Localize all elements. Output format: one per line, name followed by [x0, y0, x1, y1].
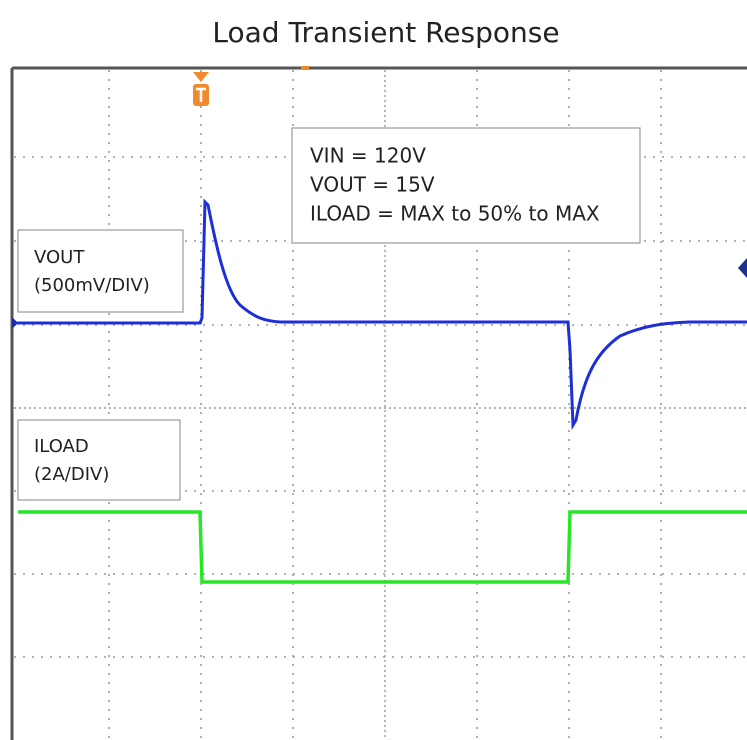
- screen: VIN = 120V VOUT = 15V ILOAD = MAX to 50%…: [10, 66, 747, 740]
- annotation-box: [291, 127, 641, 244]
- annotation-line: VOUT = 15V: [310, 173, 435, 197]
- title: Load Transient Response: [212, 16, 559, 49]
- channel-label-box: [17, 229, 184, 313]
- iload-waveform: [18, 510, 747, 584]
- annotation-line: VIN = 120V: [310, 144, 426, 168]
- channel-label: (2A/DIV): [34, 464, 109, 485]
- channel-label: ILOAD: [34, 436, 89, 457]
- channel-label: VOUT: [34, 247, 85, 268]
- title-box: [168, 4, 604, 62]
- vout-waveform: [14, 198, 747, 431]
- trigger-marker: [193, 66, 309, 106]
- trigger-arrow: [193, 72, 209, 82]
- annotation-line: ILOAD = MAX to 50% to MAX: [310, 202, 600, 226]
- channel-marker: [738, 258, 747, 278]
- trigger-t: [196, 87, 206, 102]
- trigger-level: [301, 66, 309, 70]
- channel-label: (500mV/DIV): [34, 275, 150, 296]
- channel-label-box: [17, 419, 181, 501]
